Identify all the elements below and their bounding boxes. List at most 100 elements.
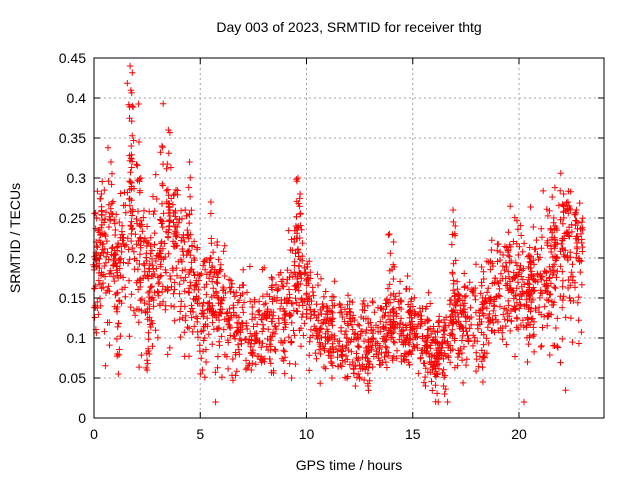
data-point — [537, 289, 544, 297]
data-point — [343, 334, 350, 341]
data-point — [480, 341, 487, 348]
data-point — [518, 292, 525, 300]
data-point — [209, 341, 216, 348]
data-point — [432, 373, 440, 380]
data-point — [186, 289, 193, 296]
data-point — [221, 242, 228, 249]
data-point — [547, 290, 554, 298]
data-point — [496, 285, 503, 293]
data-point — [259, 321, 267, 328]
data-point — [474, 321, 481, 329]
data-point — [382, 300, 389, 307]
data-point — [294, 174, 302, 182]
data-point — [334, 354, 341, 361]
data-point — [280, 347, 287, 354]
data-point — [424, 334, 431, 342]
data-point — [120, 202, 127, 209]
data-point — [277, 337, 285, 345]
data-point — [337, 324, 345, 331]
data-point — [228, 280, 236, 287]
data-point — [286, 274, 293, 281]
data-point — [125, 101, 132, 108]
data-point — [206, 299, 213, 306]
data-point — [266, 293, 273, 300]
data-point — [135, 319, 142, 326]
data-point — [296, 210, 304, 218]
data-point — [516, 243, 523, 250]
data-point — [339, 353, 346, 360]
data-point — [422, 305, 429, 312]
data-point — [91, 210, 98, 217]
data-point — [547, 280, 555, 287]
data-point — [172, 207, 179, 215]
data-point — [357, 332, 364, 340]
data-point — [225, 321, 232, 328]
data-point — [171, 317, 178, 324]
data-point — [505, 246, 512, 254]
data-point — [149, 262, 156, 269]
data-point — [91, 314, 98, 321]
data-point — [298, 295, 305, 302]
data-point — [396, 290, 403, 297]
data-point — [146, 288, 153, 295]
data-point — [242, 366, 250, 373]
y-tick-label: 0.35 — [59, 130, 86, 146]
data-point — [485, 258, 492, 266]
data-point — [364, 382, 372, 390]
data-point — [101, 186, 108, 194]
data-point — [101, 215, 109, 223]
data-point — [155, 289, 162, 296]
data-point — [455, 349, 462, 357]
data-point — [546, 351, 553, 359]
data-point — [399, 321, 407, 328]
data-point — [177, 333, 184, 341]
data-point — [116, 259, 124, 267]
data-point — [207, 210, 215, 217]
data-point — [499, 275, 506, 282]
data-point — [218, 374, 226, 381]
data-point — [142, 254, 150, 261]
data-point — [146, 208, 153, 215]
data-point — [338, 308, 345, 316]
data-point — [483, 298, 490, 305]
data-point — [293, 299, 300, 306]
data-point — [403, 334, 410, 341]
data-point — [435, 323, 443, 330]
data-point — [276, 305, 284, 313]
data-point — [105, 283, 112, 290]
data-point — [547, 226, 554, 234]
data-point — [303, 290, 310, 297]
data-point — [447, 342, 454, 349]
data-point — [322, 330, 329, 338]
data-point — [128, 212, 136, 219]
data-point — [549, 263, 556, 270]
data-point — [430, 323, 437, 330]
data-point — [144, 273, 152, 280]
data-point — [185, 184, 192, 191]
data-point — [199, 366, 206, 374]
data-point — [433, 390, 441, 397]
data-point — [177, 308, 184, 315]
data-point — [510, 238, 517, 245]
data-point — [271, 322, 278, 330]
data-point — [275, 271, 283, 279]
data-point — [251, 332, 259, 339]
data-point — [187, 282, 194, 289]
data-point — [489, 316, 496, 323]
data-point — [288, 338, 295, 345]
data-point — [495, 280, 502, 287]
data-point — [164, 351, 171, 358]
data-point — [158, 238, 165, 245]
data-point — [140, 207, 148, 214]
data-point — [342, 327, 350, 335]
data-point — [219, 287, 227, 294]
data-point — [185, 325, 193, 332]
data-point — [367, 319, 374, 326]
data-point — [198, 355, 205, 362]
data-point — [218, 310, 225, 317]
data-point — [355, 370, 362, 378]
data-point — [303, 313, 310, 321]
data-point — [456, 323, 463, 330]
data-point — [160, 100, 167, 107]
data-point — [270, 367, 277, 374]
